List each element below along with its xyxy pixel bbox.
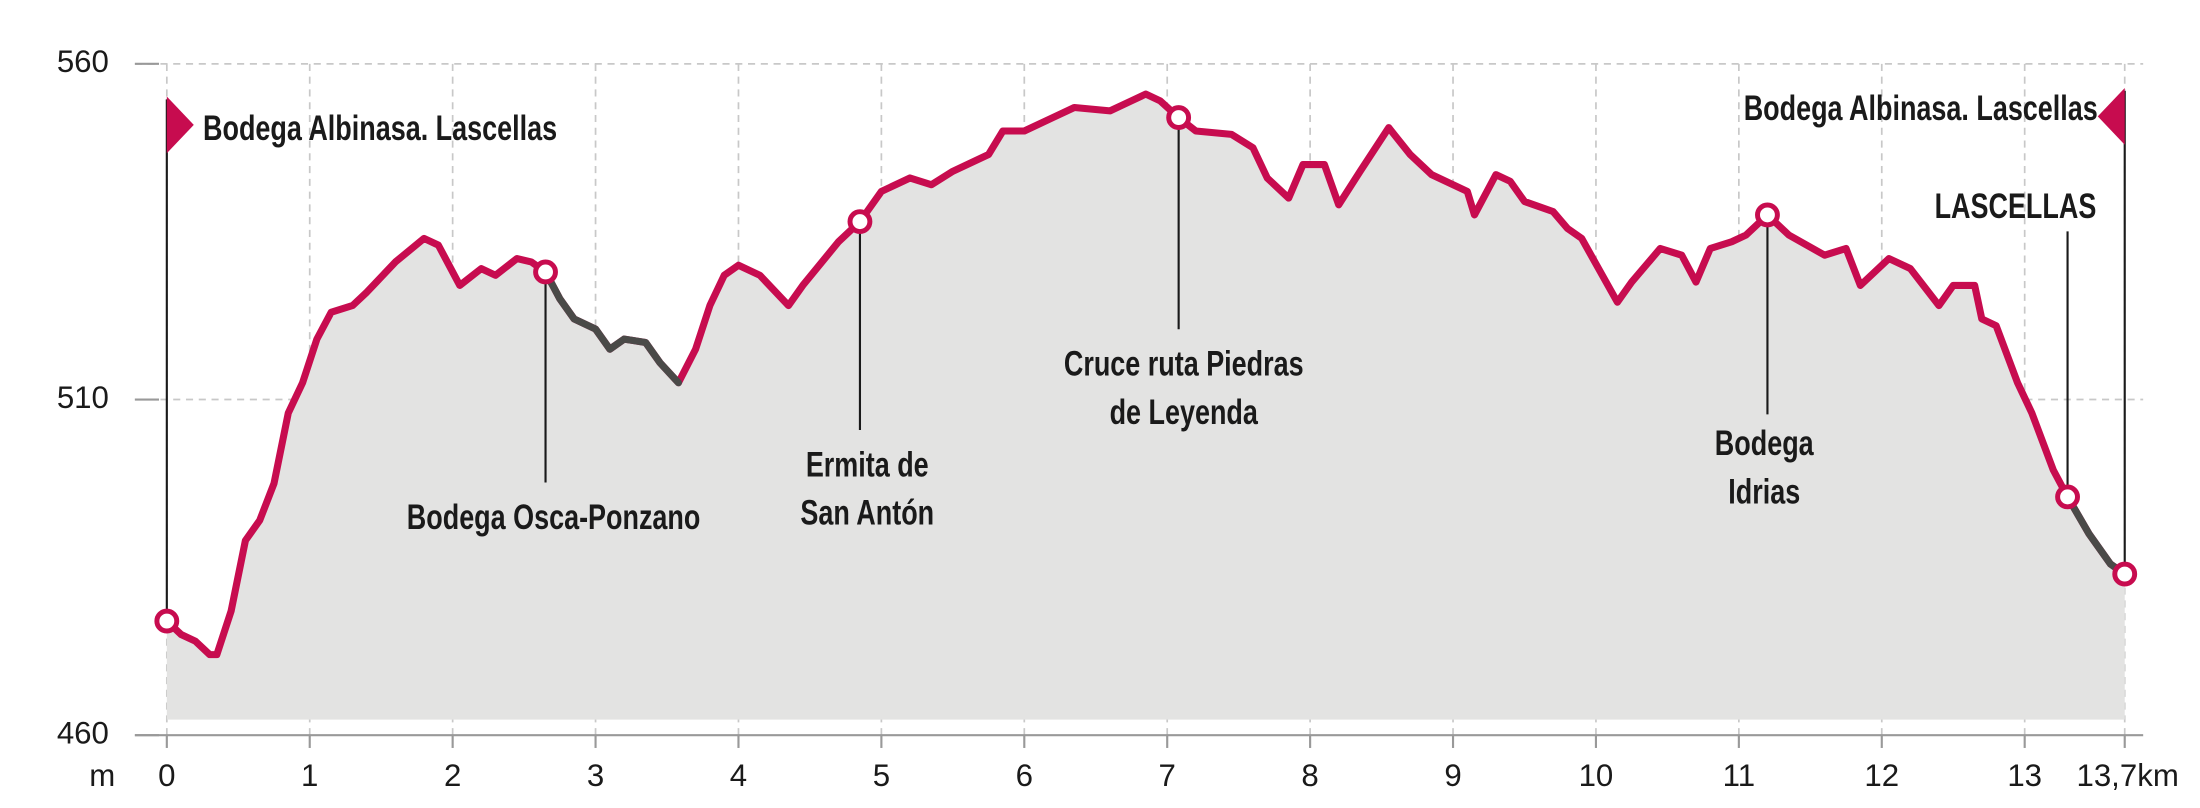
waypoint-label: San Antón [800,492,934,533]
waypoint-label: Bodega [1715,422,1814,463]
y-tick-label: 510 [57,380,109,415]
flag [2097,87,2125,145]
waypoint-marker [533,259,558,285]
waypoint-marker [1755,202,1780,228]
waypoint-marker [2055,484,2080,510]
profile-line [163,90,2129,659]
x-tick-label: 2 [444,758,461,793]
waypoint-label-group: LASCELLAS [1935,185,2097,226]
waypoint-label-group: Idrias [1728,471,1800,512]
x-tick-label: 7 [1159,758,1176,793]
y-unit: m [89,758,115,793]
waypoint-label: Cruce ruta Piedras [1064,343,1304,384]
waypoint-label-group: de Leyenda [1110,391,1259,432]
x-tick-label: 0 [158,758,175,793]
x-tick-label: 10 [1579,758,1614,793]
x-tick-label: 1 [301,758,318,793]
x-tick-label: 6 [1016,758,1033,793]
waypoint-label: Bodega Albinasa. Lascellas [203,107,557,148]
flag [166,96,194,154]
waypoint-label: Bodega Osca-Ponzano [407,496,701,537]
waypoint-marker [847,209,873,235]
waypoint-label-group: Bodega [1715,422,1814,463]
x-tick-label: 9 [1444,758,1461,793]
area [166,94,2125,720]
y-tick-label: 460 [57,715,109,750]
x-tick-label: 8 [1301,758,1318,793]
waypoint-label-group: San Antón [800,492,934,533]
waypoint-label-group: Ermita de [806,444,929,485]
x-tick-label: 3 [587,758,604,793]
waypoint-label: Bodega Albinasa. Lascellas [1744,87,2098,128]
x-tick-label: 11 [1723,758,1755,793]
y-tick-label: 560 [57,44,109,79]
x-tick-label: 13 [2007,758,2042,793]
waypoint-marker [2112,561,2138,587]
waypoint-marker [154,608,180,634]
waypoint-label: Ermita de [806,444,929,485]
segment-line [541,268,682,387]
waypoint-label-group: Bodega Albinasa. Lascellas [203,107,557,148]
waypoint-marker [1166,105,1192,130]
x-tick-label: 13,7km [2076,758,2178,793]
waypoint-label: LASCELLAS [1935,185,2097,226]
x-tick-label: 4 [730,758,747,793]
x-tick-label: 5 [873,758,890,793]
waypoint-label-group: Cruce ruta Piedras [1064,343,1304,384]
waypoint-label: de Leyenda [1110,391,1259,432]
waypoint-label-group: Bodega Osca-Ponzano [407,496,701,537]
x-tick-label: 12 [1864,758,1899,793]
waypoint-label: Idrias [1728,471,1800,512]
waypoint-label-group: Bodega Albinasa. Lascellas [1744,87,2098,128]
